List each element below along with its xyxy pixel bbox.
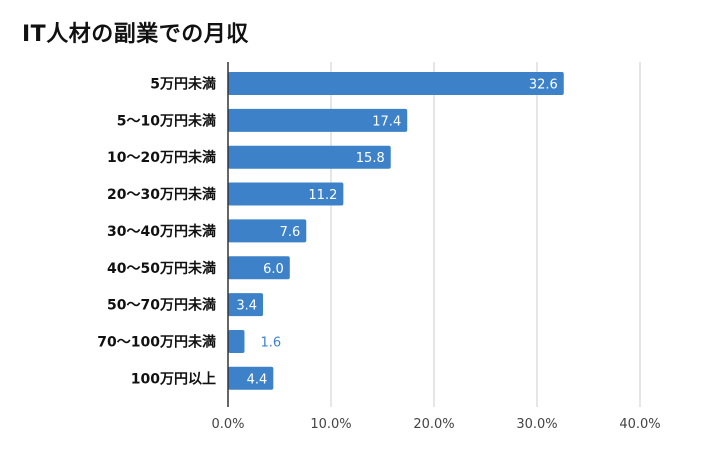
- data-label: 7.6: [280, 225, 301, 240]
- category-label: 10〜20万円未満: [107, 149, 216, 166]
- x-tick-label: 30.0%: [516, 417, 557, 432]
- bar: [228, 72, 564, 95]
- data-label: 3.4: [236, 299, 257, 314]
- x-tick-label: 40.0%: [619, 417, 660, 432]
- chart-title: IT人材の副業での月収: [22, 22, 249, 47]
- x-tick-label: 20.0%: [413, 417, 454, 432]
- data-label: 4.4: [247, 372, 268, 387]
- data-label: 11.2: [308, 188, 337, 203]
- data-label: 1.6: [260, 335, 281, 350]
- bar: [228, 293, 264, 317]
- category-label: 100万円以上: [131, 371, 216, 387]
- data-label: 17.4: [372, 114, 401, 129]
- bar: [228, 219, 307, 243]
- category-label: 50〜70万円未満: [107, 297, 216, 314]
- data-label: 32.6: [529, 78, 558, 93]
- bar: [228, 329, 245, 353]
- bar: [228, 366, 274, 390]
- bar: [228, 256, 290, 280]
- data-label: 6.0: [263, 262, 284, 277]
- category-label: 20〜30万円未満: [107, 186, 216, 203]
- category-label: 5〜10万円未満: [117, 112, 216, 129]
- bar: [228, 182, 344, 206]
- category-label: 30〜40万円未満: [107, 223, 216, 240]
- category-label: 70〜100万円未満: [97, 333, 216, 350]
- x-tick-label: 10.0%: [310, 417, 351, 432]
- category-label: 5万円未満: [150, 76, 216, 93]
- category-label: 40〜50万円未満: [107, 260, 216, 277]
- data-label: 15.8: [356, 151, 385, 166]
- bar: [228, 145, 391, 169]
- bar: [228, 108, 408, 132]
- x-tick-label: 0.0%: [211, 417, 244, 432]
